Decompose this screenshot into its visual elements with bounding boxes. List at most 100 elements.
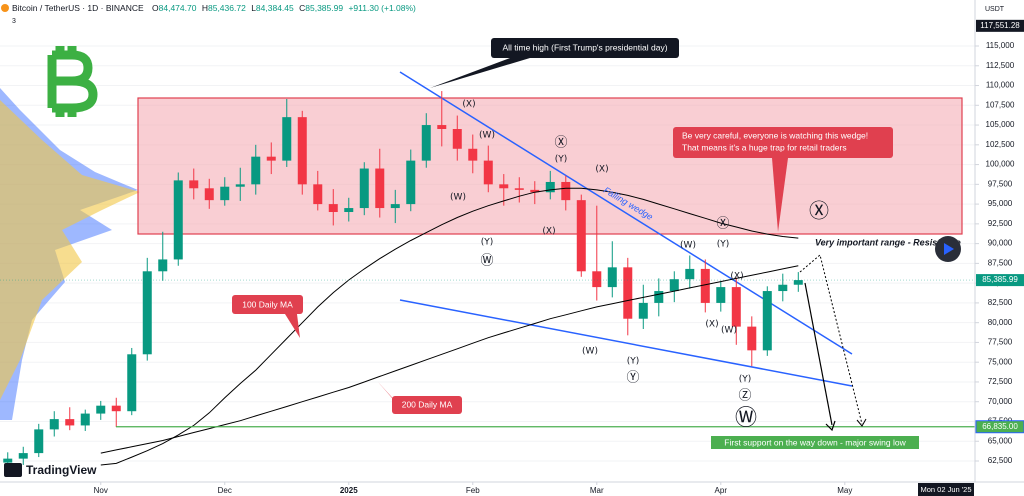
candle-body bbox=[375, 168, 385, 209]
candle-body bbox=[142, 271, 152, 355]
ohlc-value: 84,384.45 bbox=[256, 3, 294, 13]
symbol-icon bbox=[1, 4, 9, 12]
ohlc-value: 85,436.72 bbox=[208, 3, 246, 13]
candle-body bbox=[282, 117, 292, 161]
wave-label: Ⓨ bbox=[626, 371, 639, 386]
wave-label: (Y) bbox=[627, 357, 640, 367]
candle-body bbox=[576, 200, 586, 272]
candle-body bbox=[189, 180, 199, 189]
callout-box bbox=[491, 38, 679, 58]
y-tick-label: 65,000 bbox=[988, 436, 1013, 445]
plot bbox=[0, 91, 975, 467]
candle-body bbox=[34, 429, 44, 454]
price-label: 117,551.28 bbox=[980, 21, 1020, 30]
candle-body bbox=[561, 181, 571, 201]
callout-box bbox=[673, 127, 893, 158]
date-box bbox=[918, 483, 974, 496]
candle-body bbox=[530, 189, 540, 193]
candle-body bbox=[344, 208, 354, 213]
arrow-head bbox=[825, 420, 836, 432]
candle-body bbox=[3, 458, 13, 463]
x-tick-label: May bbox=[837, 486, 852, 495]
ohlc-key: C bbox=[299, 3, 305, 13]
callout-box bbox=[392, 396, 462, 414]
projection-dotted bbox=[799, 254, 863, 425]
candle-body bbox=[204, 188, 214, 201]
candle-body bbox=[545, 181, 555, 193]
candle-body bbox=[437, 125, 447, 130]
callout-pointer bbox=[772, 158, 788, 232]
candle-body bbox=[127, 354, 137, 412]
wave-label: (W) bbox=[721, 326, 737, 336]
wave-label: (X) bbox=[595, 165, 608, 175]
candle-body bbox=[669, 279, 679, 292]
y-tick-label: 90,000 bbox=[988, 239, 1013, 248]
candle-body bbox=[514, 188, 524, 190]
y-tick-label: 92,500 bbox=[988, 219, 1013, 228]
callout-pointer bbox=[285, 314, 300, 338]
price-label-box bbox=[976, 19, 1024, 32]
y-tick-label: 70,000 bbox=[988, 397, 1013, 406]
price-label: 85,385.99 bbox=[982, 275, 1018, 284]
candle-body bbox=[452, 129, 462, 149]
callout-text: Be very careful, everyone is watching th… bbox=[682, 130, 868, 140]
callout-box bbox=[232, 295, 303, 314]
wave-label: (X) bbox=[542, 227, 555, 237]
x-tick-label: Nov bbox=[94, 486, 108, 495]
y-tick-label: 62,500 bbox=[988, 456, 1013, 465]
y-tick-label: 102,500 bbox=[986, 140, 1015, 149]
candle-body bbox=[173, 180, 183, 260]
arrow-head bbox=[856, 418, 867, 427]
wave-label: Ⓦ bbox=[735, 406, 757, 431]
indicator-count[interactable]: 3 bbox=[12, 18, 16, 25]
candle-body bbox=[266, 156, 276, 161]
wave-label: (W) bbox=[479, 131, 495, 141]
candle-body bbox=[468, 148, 478, 161]
y-tick-label: 80,000 bbox=[988, 318, 1013, 327]
callout-text: All time high (First Trump's presidentia… bbox=[502, 42, 667, 52]
candle-body bbox=[251, 156, 261, 185]
candle-body bbox=[793, 280, 803, 285]
candle-body bbox=[297, 117, 307, 185]
wave-label: (W) bbox=[582, 347, 598, 357]
wave-label: (Y) bbox=[555, 155, 568, 165]
candle-body bbox=[390, 204, 400, 209]
candle-body bbox=[18, 453, 28, 459]
projection-arrow bbox=[804, 282, 833, 426]
candle-body bbox=[328, 204, 338, 213]
candle-body bbox=[747, 326, 757, 351]
range-label: Very important range - Resistance bbox=[815, 237, 961, 247]
candle-body bbox=[499, 184, 509, 189]
candle-body bbox=[220, 186, 230, 201]
candle-body bbox=[421, 125, 431, 161]
x-tick-label: Apr bbox=[715, 486, 728, 495]
y-tick-label: 115,000 bbox=[986, 41, 1015, 50]
candle-body bbox=[49, 419, 59, 430]
price-label-box bbox=[976, 274, 1024, 287]
wedge-lower bbox=[399, 299, 853, 387]
candle-body bbox=[111, 405, 121, 412]
candle-body bbox=[716, 287, 726, 303]
y-tick-label: 107,500 bbox=[986, 100, 1015, 109]
y-tick-label: 110,000 bbox=[986, 81, 1015, 90]
wave-label: (X) bbox=[730, 272, 743, 282]
y-tick-label: 97,500 bbox=[988, 179, 1013, 188]
x-tick-label: Mar bbox=[590, 486, 604, 495]
candle-body bbox=[313, 184, 323, 205]
wave-label: (Y) bbox=[481, 238, 494, 248]
y-tick-label: 105,000 bbox=[986, 120, 1015, 129]
wave-label: (X) bbox=[705, 320, 718, 330]
wave-label: (Y) bbox=[739, 375, 752, 385]
candle-body bbox=[731, 287, 741, 327]
callout-pointer bbox=[430, 58, 530, 88]
candle-body bbox=[778, 284, 788, 292]
callout-text: 200 Daily MA bbox=[402, 399, 453, 409]
ohlc-value: 85,385.99 bbox=[305, 3, 343, 13]
wave-label: (W) bbox=[450, 193, 466, 203]
candle-body bbox=[65, 419, 75, 426]
candle-body bbox=[592, 271, 602, 288]
price-label-box bbox=[975, 420, 1024, 434]
y-tick-label: 95,000 bbox=[988, 199, 1013, 208]
y-tick-label: 72,500 bbox=[988, 377, 1013, 386]
